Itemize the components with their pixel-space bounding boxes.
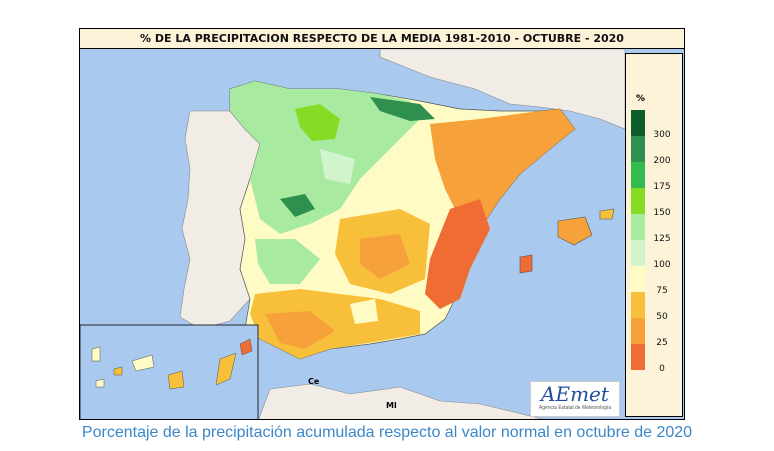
zone-orange-center [360, 234, 410, 279]
zone-green-dark-2 [370, 97, 435, 121]
zone-orange-south [265, 311, 335, 349]
logo-wordmark: AEmet [541, 382, 609, 406]
logo-subtitle: Agencia Estatal de Meteorología [538, 405, 612, 411]
canary-tenerife [131, 354, 155, 372]
menorca [599, 208, 615, 220]
melilla-label: Ml [386, 401, 397, 410]
legend-swatch [631, 344, 645, 370]
legend: % 300 200 175 150 125 100 75 50 25 0 [625, 53, 683, 417]
zone-orange-east [430, 109, 575, 229]
map-title: % DE LA PRECIPITACION RESPECTO DE LA MED… [80, 29, 684, 49]
zone-green-dark-1 [295, 104, 340, 141]
canary-elhierro [95, 378, 105, 388]
map-frame: % DE LA PRECIPITACION RESPECTO DE LA MED… [79, 28, 685, 420]
figure-caption: Porcentaje de la precipitación acumulada… [81, 424, 693, 441]
legend-label: 75 [656, 286, 668, 296]
canary-lanzarote [239, 338, 253, 356]
legend-label: 25 [656, 338, 668, 348]
legend-swatch [631, 266, 645, 292]
canary-fuerteventura [215, 352, 237, 386]
ibiza [519, 254, 533, 274]
legend-label: 125 [653, 234, 671, 244]
legend-label: 0 [659, 364, 665, 374]
mallorca [557, 216, 593, 246]
canary-lapalma [91, 346, 101, 362]
zone-green-dark-3 [280, 194, 315, 217]
legend-label: 175 [653, 182, 671, 192]
legend-label: 150 [653, 208, 671, 218]
zone-lightyellow-spot [350, 299, 378, 324]
legend-label: 50 [656, 312, 668, 322]
legend-unit: % [636, 94, 646, 104]
canary-lagomera [113, 366, 123, 376]
legend-swatch [631, 214, 645, 240]
legend-label: 200 [653, 156, 671, 166]
zone-orange-levante [425, 199, 490, 309]
legend-swatch [631, 136, 645, 162]
legend-swatch [631, 240, 645, 266]
legend-label: 300 [653, 130, 671, 140]
zone-green-light [320, 149, 355, 184]
legend-swatch [631, 292, 645, 318]
ceuta-label: Ce [308, 377, 320, 386]
legend-label: 100 [653, 260, 671, 270]
africa-land [258, 383, 544, 419]
precipitation-map [80, 49, 626, 419]
legend-swatch [631, 318, 645, 344]
zone-green-mid [255, 239, 320, 284]
aemet-logo: AEmet Agencia Estatal de Meteorología [530, 381, 620, 417]
legend-swatch [631, 162, 645, 188]
canary-grancanaria [167, 370, 185, 390]
legend-swatch [631, 188, 645, 214]
legend-swatch [631, 110, 645, 136]
